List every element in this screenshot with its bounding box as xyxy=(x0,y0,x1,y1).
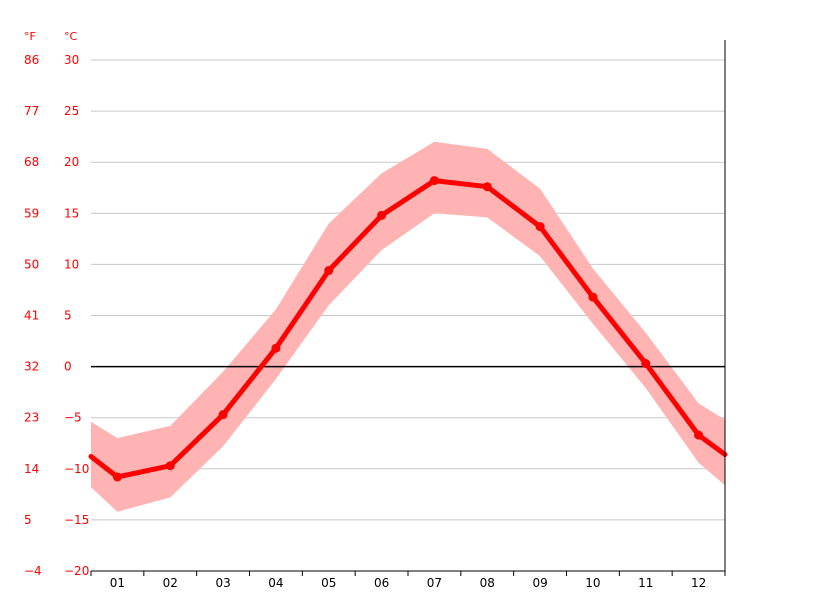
y-tick-label-fahrenheit: 68 xyxy=(24,155,39,169)
y-tick-label-celsius: −15 xyxy=(64,513,89,527)
x-tick-label: 09 xyxy=(532,576,547,590)
data-point xyxy=(165,461,175,471)
data-point xyxy=(535,222,545,232)
data-point xyxy=(641,359,651,369)
unit-label-fahrenheit: °F xyxy=(24,30,36,43)
y-tick-label-celsius: −20 xyxy=(64,564,89,578)
x-tick-label: 11 xyxy=(638,576,653,590)
data-point xyxy=(271,343,281,353)
y-tick-label-celsius: 15 xyxy=(64,206,79,220)
y-tick-label-fahrenheit: 86 xyxy=(24,53,39,67)
y-tick-label-fahrenheit: 14 xyxy=(24,462,39,476)
x-tick-label: 12 xyxy=(691,576,706,590)
unit-label-celsius: °C xyxy=(64,30,78,43)
data-point xyxy=(588,292,598,302)
temperature-series xyxy=(88,176,728,482)
range-band-area xyxy=(91,141,725,512)
y-tick-label-fahrenheit: 77 xyxy=(24,104,39,118)
y-tick-label-fahrenheit: 23 xyxy=(24,411,39,425)
y-tick-label-celsius: 25 xyxy=(64,104,79,118)
x-tick-label: 10 xyxy=(585,576,600,590)
x-tick-label: 06 xyxy=(374,576,389,590)
y-tick-label-celsius: 30 xyxy=(64,53,79,67)
y-tick-label-celsius: 20 xyxy=(64,155,79,169)
y-tick-label-fahrenheit: 50 xyxy=(24,257,39,271)
y-tick-label-fahrenheit: −4 xyxy=(24,564,42,578)
data-point xyxy=(324,266,334,276)
x-tick-label: 01 xyxy=(110,576,125,590)
data-point xyxy=(482,182,492,192)
y-tick-label-fahrenheit: 5 xyxy=(24,513,32,527)
data-point xyxy=(694,430,704,440)
y-tick-label-celsius: −10 xyxy=(64,462,89,476)
y-tick-label-celsius: −5 xyxy=(64,411,82,425)
series-line xyxy=(88,178,728,480)
y-tick-label-celsius: 0 xyxy=(64,360,72,374)
data-point xyxy=(112,472,122,482)
y-tick-label-fahrenheit: 59 xyxy=(24,206,39,220)
x-tick-label: 07 xyxy=(427,576,442,590)
data-point xyxy=(429,176,439,186)
data-point xyxy=(377,210,387,220)
x-tick-label: 05 xyxy=(321,576,336,590)
y-tick-label-fahrenheit: 41 xyxy=(24,309,39,323)
tick-labels: °F °C 30862577206815591050541032−523−101… xyxy=(24,30,706,590)
y-tick-label-fahrenheit: 32 xyxy=(24,360,39,374)
x-tick-label: 04 xyxy=(268,576,283,590)
x-tick-label: 03 xyxy=(215,576,230,590)
temperature-range-band xyxy=(91,141,725,512)
axes xyxy=(90,40,726,576)
x-tick-label: 02 xyxy=(163,576,178,590)
y-tick-label-celsius: 10 xyxy=(64,257,79,271)
y-tick-label-celsius: 5 xyxy=(64,309,72,323)
data-point xyxy=(218,410,228,420)
x-tick-label: 08 xyxy=(480,576,495,590)
